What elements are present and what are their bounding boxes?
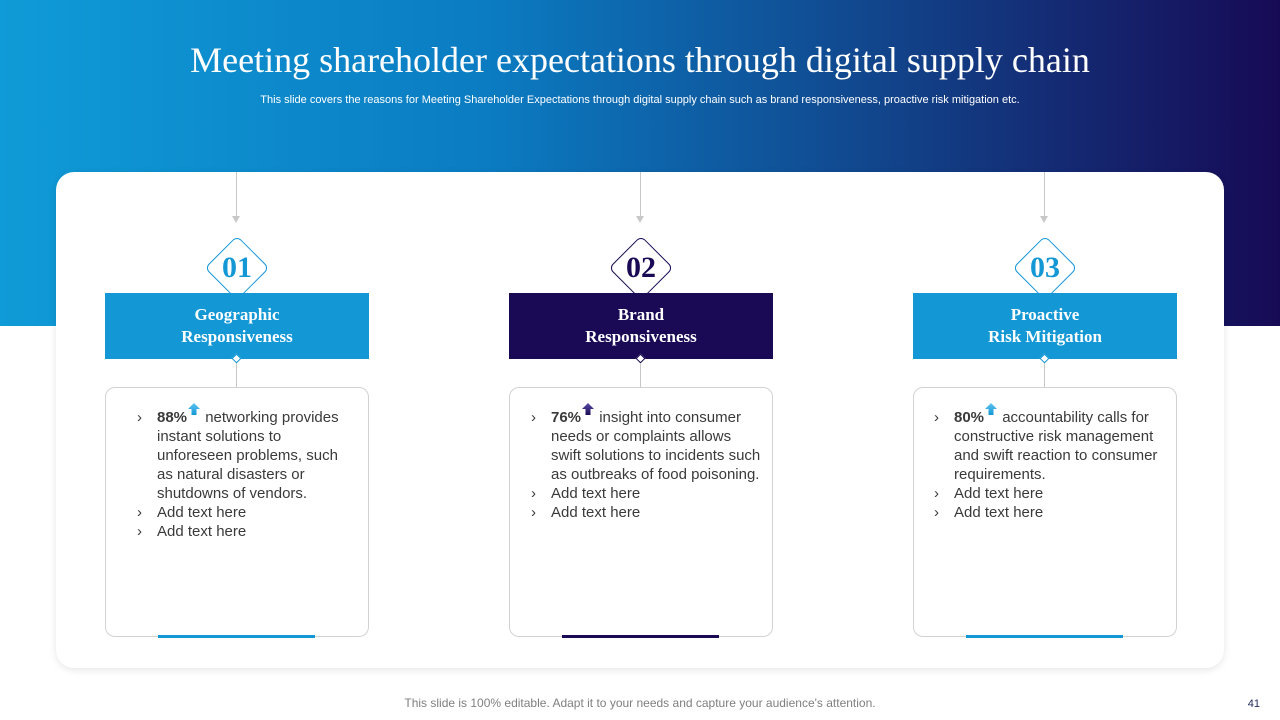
step-number: 02 xyxy=(626,251,656,284)
slide-subtitle: This slide covers the reasons for Meetin… xyxy=(260,94,1020,106)
column-geographic-responsiveness: 01 Geographic Responsiveness › 88% networ… xyxy=(105,172,369,642)
card-accent-bar xyxy=(158,635,315,638)
list-item: › Add text here xyxy=(531,503,761,522)
chevron-right-icon: › xyxy=(531,504,536,521)
column-brand-responsiveness: 02 Brand Responsiveness › 76% insight int… xyxy=(509,172,773,642)
arrow-down-icon xyxy=(232,216,240,223)
arrow-down-icon xyxy=(1040,216,1048,223)
connector-line xyxy=(236,172,237,218)
header-line: Risk Mitigation xyxy=(988,327,1102,346)
bullet-text: Add text here xyxy=(954,485,1044,502)
bullet-text: Add text here xyxy=(551,504,641,521)
bullet-list: › 88% networking provides instant solutio… xyxy=(137,403,352,541)
header-line: Responsiveness xyxy=(181,327,293,346)
connector-line xyxy=(1044,172,1045,218)
step-number: 03 xyxy=(1030,251,1060,284)
header-line: Responsiveness xyxy=(585,327,697,346)
chevron-right-icon: › xyxy=(137,523,142,540)
column-proactive-risk-mitigation: 03 Proactive Risk Mitigation › 80% accoun… xyxy=(913,172,1177,642)
slide-title: Meeting shareholder expectations through… xyxy=(190,40,1090,80)
chevron-right-icon: › xyxy=(137,504,142,521)
percent-value: 80% xyxy=(954,409,985,426)
list-item: › Add text here xyxy=(531,484,761,503)
header-line: Brand xyxy=(617,305,665,324)
list-item: › 80% accountability calls for constructi… xyxy=(934,403,1169,484)
arrow-up-icon xyxy=(188,403,201,415)
connector-line xyxy=(236,363,237,387)
card-accent-bar xyxy=(562,635,719,638)
bullet-text: Add text here xyxy=(157,504,247,521)
chevron-right-icon: › xyxy=(934,485,939,502)
chevron-right-icon: › xyxy=(137,409,142,426)
column-header: Proactive Risk Mitigation xyxy=(913,293,1177,359)
connector-line xyxy=(1044,363,1045,387)
list-item: › Add text here xyxy=(137,503,352,522)
bullet-text: Add text here xyxy=(954,504,1044,521)
text-card xyxy=(913,387,1177,637)
card-accent-bar xyxy=(966,635,1123,638)
percent-value: 88% xyxy=(157,409,188,426)
page-number: 41 xyxy=(1247,698,1260,710)
bullet-list: › 80% accountability calls for constructi… xyxy=(934,403,1169,522)
header-line: Proactive xyxy=(1010,305,1080,324)
arrow-up-icon xyxy=(582,403,595,415)
chevron-right-icon: › xyxy=(934,504,939,521)
bullet-text: Add text here xyxy=(551,485,641,502)
column-header: Brand Responsiveness xyxy=(509,293,773,359)
chevron-right-icon: › xyxy=(934,409,939,426)
list-item: › Add text here xyxy=(934,484,1169,503)
column-header: Geographic Responsiveness xyxy=(105,293,369,359)
percent-value: 76% xyxy=(551,409,582,426)
header-line: Geographic xyxy=(194,305,280,324)
bullet-text: accountability calls for constructive ri… xyxy=(954,409,1158,483)
arrow-up-icon xyxy=(985,403,998,415)
bullet-list: › 76% insight into consumer needs or comp… xyxy=(531,403,761,522)
connector-line xyxy=(640,363,641,387)
text-card xyxy=(105,387,369,637)
list-item: › Add text here xyxy=(137,522,352,541)
arrow-down-icon xyxy=(636,216,644,223)
step-number: 01 xyxy=(222,251,252,284)
bullet-text: insight into consumer needs or complaint… xyxy=(551,409,761,483)
list-item: › Add text here xyxy=(934,503,1169,522)
footer-note: This slide is 100% editable. Adapt it to… xyxy=(404,696,876,710)
connector-line xyxy=(640,172,641,218)
list-item: › 76% insight into consumer needs or comp… xyxy=(531,403,761,484)
chevron-right-icon: › xyxy=(531,409,536,426)
list-item: › 88% networking provides instant solutio… xyxy=(137,403,352,503)
bullet-text: Add text here xyxy=(157,523,247,540)
chevron-right-icon: › xyxy=(531,485,536,502)
text-card xyxy=(509,387,773,637)
bullet-text: networking provides instant solutions to… xyxy=(157,409,339,502)
